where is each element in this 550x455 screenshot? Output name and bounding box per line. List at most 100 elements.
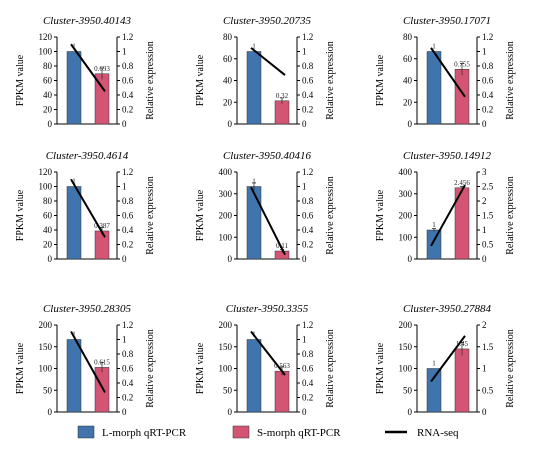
panel-8-bar-label-2: 0.563 [274, 362, 290, 370]
panel-4-ytick-label-0: 0 [48, 254, 53, 264]
panel-3-bar-s-morph [454, 69, 470, 125]
panel-4-title: Cluster-3950.4614 [46, 150, 129, 162]
panel-6-bar-label-1: 1 [432, 221, 436, 229]
panel-9-bar-s-morph [454, 348, 470, 413]
panel-1-bar-label-1: 1 [72, 43, 76, 51]
panel-4-y2tick-label-3: 0.6 [122, 211, 134, 221]
panel-8-y2tick-label-5: 1 [302, 335, 307, 345]
panel-4-rna-seq-line [70, 178, 106, 238]
panel-4-y2label: Relative expression [145, 176, 156, 255]
panel-1-y2tick-label-0: 0 [122, 119, 127, 129]
panel-8-ytick-label-0: 0 [228, 407, 233, 417]
panel-9-bar-label-1: 1 [432, 360, 436, 368]
panel-8-ylabel: FPKM value [195, 342, 206, 394]
panel-5-y2tick-label-6: 1.2 [302, 167, 313, 177]
panel-7-y2tick-label-4: 0.8 [122, 349, 134, 359]
panel-1-ytick-label-120: 120 [39, 32, 53, 42]
panel-2-bar-l-morph [246, 51, 262, 125]
panel-1-ytick-label-40: 40 [43, 90, 53, 100]
panel-1-y2tick-label-6: 1.2 [122, 32, 133, 42]
panel-7-bar-l-morph [66, 339, 82, 413]
panel-7-title: Cluster-3950.28305 [43, 303, 132, 315]
panel-5-ytick-label-300: 300 [219, 189, 233, 199]
panel-5-y2tick-label-5: 1 [302, 182, 307, 192]
panel-4-y2tick-label-2: 0.4 [122, 225, 134, 235]
panel-3-y2tick-label-2: 0.4 [482, 90, 494, 100]
panel-3-bar-label-1: 1 [432, 43, 436, 51]
panel-4-bar-s-morph [94, 230, 110, 260]
panel-2-ytick-label-0: 0 [228, 119, 233, 129]
panel-2-ytick-label-60: 60 [223, 54, 233, 64]
panel-5-bar-l-morph [246, 186, 262, 260]
panel-6-bar-l-morph [426, 229, 442, 260]
panel-5-y2label: Relative expression [325, 176, 336, 255]
panel-4-y2tick-label-4: 0.8 [122, 196, 134, 206]
panel-9-ytick-label-100: 100 [399, 364, 413, 374]
panel-6-y2tick-label-4: 2 [482, 196, 487, 206]
panel-8-y2tick-label-3: 0.6 [302, 364, 314, 374]
panel-9-y2tick-label-3: 1.5 [482, 342, 494, 352]
panel-7-y2tick-label-2: 0.4 [122, 378, 134, 388]
panel-6-y2tick-label-5: 2.5 [482, 182, 494, 192]
panel-3-y2label: Relative expression [505, 41, 516, 120]
panel-9-ytick-label-50: 50 [403, 385, 413, 395]
panel-6-ytick-label-400: 400 [399, 167, 413, 177]
panel-6-y2tick-label-3: 1.5 [482, 211, 494, 221]
panel-7-y2tick-label-3: 0.6 [122, 364, 134, 374]
panel-9-ylabel: FPKM value [375, 342, 386, 394]
panel-8-title: Cluster-3950.3355 [226, 303, 309, 315]
panel-7-y2tick-label-0: 0 [122, 407, 127, 417]
panel-9-ytick-label-0: 0 [408, 407, 413, 417]
panel-1-y2tick-label-4: 0.8 [122, 61, 134, 71]
panel-9-rna-seq-line [430, 335, 466, 383]
panel-3-rna-seq-line [430, 47, 466, 98]
panel-1-y2tick-label-3: 0.6 [122, 76, 134, 86]
panel-5-bar-label-2: 0.11 [276, 242, 288, 250]
panel-4-ytick-label-80: 80 [43, 196, 53, 206]
panel-5-y2tick-label-2: 0.4 [302, 225, 314, 235]
panel-2-bar-label-1: 1 [252, 43, 256, 51]
panel-4-ylabel: FPKM value [15, 189, 26, 241]
panel-2-y2tick-label-5: 1 [302, 47, 307, 57]
panel-2-title: Cluster-3950.20735 [223, 15, 312, 27]
panel-7-ytick-label-200: 200 [39, 320, 53, 330]
panel-9-bar-l-morph [426, 368, 442, 413]
panel-3-ytick-label-20: 20 [403, 97, 413, 107]
panel-1-y2tick-label-5: 1 [122, 47, 127, 57]
panel-8-ytick-label-50: 50 [223, 385, 233, 395]
panel-6-y2label: Relative expression [505, 176, 516, 255]
panel-5-y2tick-label-3: 0.6 [302, 211, 314, 221]
panel-4-ytick-label-120: 120 [39, 167, 53, 177]
panel-9-y2tick-label-0: 0 [482, 407, 487, 417]
panel-8-y2label: Relative expression [325, 329, 336, 408]
panel-2-ytick-label-20: 20 [223, 97, 233, 107]
panel-1-y2tick-label-2: 0.4 [122, 90, 134, 100]
panel-3-y2tick-label-5: 1 [482, 47, 487, 57]
panel-2-y2tick-label-2: 0.4 [302, 90, 314, 100]
panel-8-bar-s-morph [274, 370, 290, 413]
panel-6-bar-label-2: 2.456 [454, 179, 470, 187]
panel-8-y2tick-label-6: 1.2 [302, 320, 313, 330]
panel-7-ytick-label-100: 100 [39, 364, 53, 374]
panel-3-ytick-label-60: 60 [403, 54, 413, 64]
panel-7-bar-label-2: 0.615 [94, 358, 110, 366]
panel-6-ytick-label-0: 0 [408, 254, 413, 264]
legend-label-2: S-morph qRT-PCR [257, 427, 341, 439]
panel-3-y2tick-label-1: 0.2 [482, 105, 493, 115]
panel-1-ytick-label-80: 80 [43, 61, 53, 71]
panel-5-rna-seq-line [250, 186, 286, 256]
panel-6-ytick-label-200: 200 [399, 211, 413, 221]
panel-2-ylabel: FPKM value [195, 54, 206, 106]
panel-9-y2label: Relative expression [505, 329, 516, 408]
panel-4-bar-l-morph [66, 186, 82, 260]
panel-5-y2tick-label-0: 0 [302, 254, 307, 264]
panel-1-title: Cluster-3950.40143 [43, 15, 132, 27]
panel-7-rna-seq-line [70, 331, 106, 393]
panel-9-y2tick-label-2: 1 [482, 364, 487, 374]
panel-8-y2tick-label-4: 0.8 [302, 349, 314, 359]
panel-9-ytick-label-200: 200 [399, 320, 413, 330]
panel-7-ytick-label-150: 150 [39, 342, 53, 352]
panel-3-y2tick-label-0: 0 [482, 119, 487, 129]
panel-6-y2tick-label-2: 1 [482, 225, 487, 235]
